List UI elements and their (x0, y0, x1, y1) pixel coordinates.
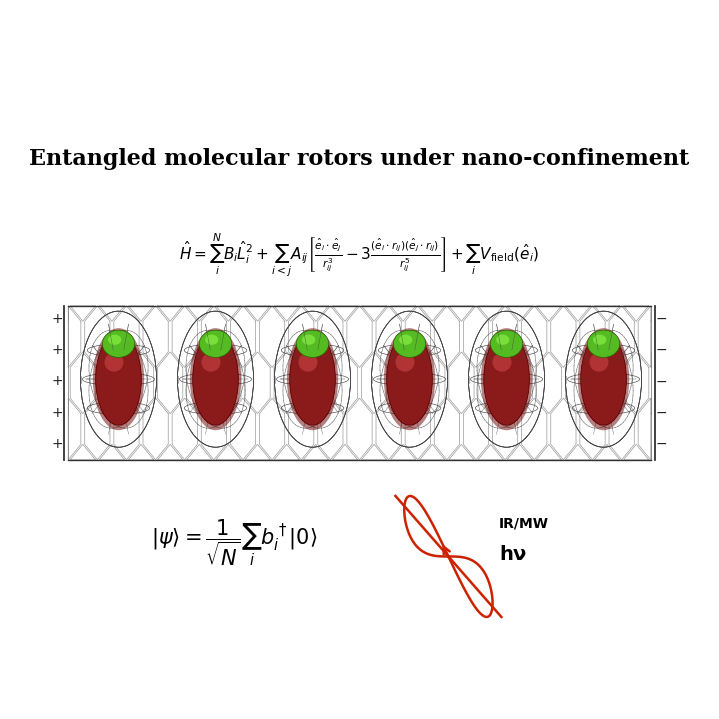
Text: −: − (656, 375, 667, 388)
Ellipse shape (302, 334, 316, 345)
Text: +: + (52, 343, 63, 357)
Ellipse shape (395, 352, 414, 372)
Ellipse shape (384, 328, 435, 430)
Text: Entangled molecular rotors under nano-confinement: Entangled molecular rotors under nano-co… (29, 148, 690, 170)
Ellipse shape (590, 352, 608, 372)
Text: −: − (656, 437, 667, 451)
Text: $|\psi\rangle = \dfrac{1}{\sqrt{N}} \sum_i b_i^\dagger |0\rangle$: $|\psi\rangle = \dfrac{1}{\sqrt{N}} \sum… (150, 517, 317, 567)
Ellipse shape (104, 352, 124, 372)
Text: +: + (52, 406, 63, 420)
Ellipse shape (205, 334, 219, 345)
Text: −: − (656, 311, 667, 326)
Ellipse shape (108, 334, 122, 345)
Ellipse shape (593, 334, 606, 345)
Ellipse shape (587, 330, 620, 357)
Ellipse shape (578, 328, 629, 430)
Ellipse shape (493, 352, 511, 372)
Ellipse shape (201, 352, 221, 372)
Ellipse shape (287, 328, 338, 430)
Ellipse shape (490, 330, 523, 357)
Ellipse shape (298, 352, 318, 372)
Ellipse shape (581, 334, 626, 425)
Text: −: − (656, 406, 667, 420)
Text: +: + (52, 375, 63, 388)
Ellipse shape (290, 334, 335, 425)
Text: −: − (656, 343, 667, 357)
Ellipse shape (193, 334, 238, 425)
Ellipse shape (296, 330, 329, 357)
Text: $\mathbf{h\nu}$: $\mathbf{h\nu}$ (499, 544, 527, 564)
Ellipse shape (199, 330, 232, 357)
Ellipse shape (399, 334, 413, 345)
Ellipse shape (96, 334, 142, 425)
Text: +: + (52, 437, 63, 451)
Ellipse shape (496, 334, 509, 345)
Ellipse shape (393, 330, 426, 357)
Ellipse shape (102, 330, 134, 357)
Text: IR/MW: IR/MW (499, 517, 549, 531)
Ellipse shape (387, 334, 432, 425)
Ellipse shape (484, 334, 529, 425)
Ellipse shape (93, 328, 145, 430)
Ellipse shape (190, 328, 241, 430)
Ellipse shape (481, 328, 532, 430)
Text: +: + (52, 311, 63, 326)
Text: $\hat{H} = \sum_i^N B_i \hat{L}_i^2 + \sum_{i<j} A_{ij} \left[ \frac{\hat{e}_i \: $\hat{H} = \sum_i^N B_i \hat{L}_i^2 + \s… (180, 232, 539, 280)
